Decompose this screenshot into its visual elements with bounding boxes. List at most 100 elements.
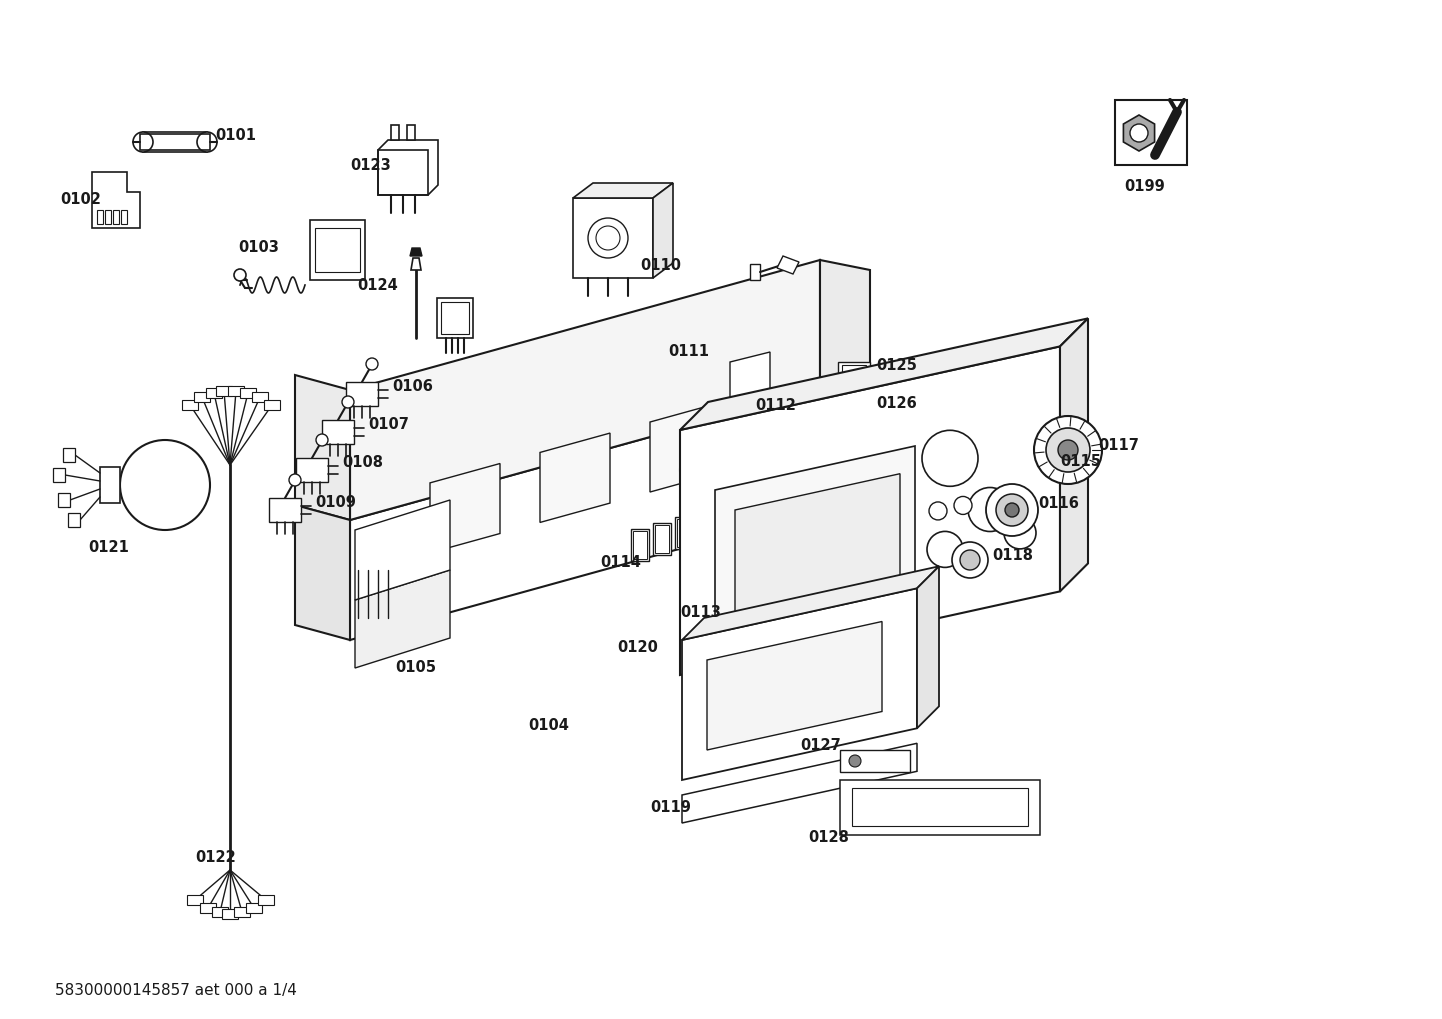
Circle shape [1131, 124, 1148, 142]
Circle shape [681, 430, 760, 510]
Polygon shape [296, 505, 350, 640]
Text: 0124: 0124 [358, 278, 398, 293]
Polygon shape [841, 750, 910, 772]
Text: 0101: 0101 [215, 128, 257, 143]
Polygon shape [99, 467, 120, 503]
Text: 0110: 0110 [640, 258, 681, 273]
Polygon shape [653, 523, 671, 554]
Text: 0106: 0106 [392, 379, 433, 394]
Polygon shape [539, 433, 610, 523]
Polygon shape [182, 400, 198, 410]
Polygon shape [58, 493, 71, 507]
Polygon shape [350, 390, 820, 640]
Circle shape [1005, 503, 1019, 517]
Text: 0111: 0111 [668, 344, 709, 359]
Polygon shape [264, 400, 280, 410]
Polygon shape [650, 403, 720, 492]
Polygon shape [92, 172, 140, 228]
Polygon shape [707, 622, 883, 750]
Text: 0121: 0121 [88, 540, 128, 555]
Circle shape [960, 550, 981, 570]
Text: 0112: 0112 [756, 398, 796, 413]
Polygon shape [206, 388, 222, 398]
Polygon shape [378, 140, 438, 195]
Polygon shape [777, 256, 799, 274]
Polygon shape [572, 198, 653, 278]
Circle shape [849, 755, 861, 767]
Circle shape [198, 132, 216, 152]
Polygon shape [68, 513, 79, 527]
Polygon shape [391, 125, 399, 140]
Polygon shape [252, 392, 268, 403]
Circle shape [986, 484, 1038, 536]
Polygon shape [730, 352, 770, 400]
Circle shape [1034, 416, 1102, 484]
Polygon shape [216, 386, 232, 396]
Text: 0114: 0114 [600, 555, 640, 570]
Ellipse shape [968, 487, 1012, 532]
Circle shape [952, 542, 988, 578]
Circle shape [996, 494, 1028, 526]
Ellipse shape [929, 502, 947, 520]
Polygon shape [234, 907, 249, 917]
Text: 0105: 0105 [395, 660, 435, 675]
Polygon shape [1115, 100, 1187, 165]
Ellipse shape [921, 430, 978, 486]
Polygon shape [195, 392, 211, 403]
Polygon shape [682, 567, 939, 640]
Text: 0122: 0122 [195, 850, 235, 865]
Polygon shape [187, 895, 203, 905]
Polygon shape [750, 264, 760, 280]
Text: 0107: 0107 [368, 417, 410, 432]
Polygon shape [841, 780, 1040, 835]
Text: 0104: 0104 [528, 718, 570, 733]
Text: 0103: 0103 [238, 240, 278, 255]
Text: 0108: 0108 [342, 455, 384, 470]
Polygon shape [917, 567, 939, 729]
Circle shape [316, 434, 327, 446]
Polygon shape [437, 298, 473, 338]
Polygon shape [247, 903, 262, 913]
Text: 0125: 0125 [875, 358, 917, 373]
Polygon shape [820, 260, 870, 390]
Text: 0113: 0113 [681, 605, 721, 620]
Polygon shape [355, 570, 450, 668]
Polygon shape [675, 517, 694, 548]
Polygon shape [735, 474, 900, 630]
Polygon shape [355, 500, 450, 600]
Polygon shape [350, 260, 820, 520]
Circle shape [1045, 428, 1090, 472]
Polygon shape [838, 400, 870, 420]
Text: 0123: 0123 [350, 158, 391, 173]
Polygon shape [410, 248, 423, 256]
Polygon shape [407, 125, 415, 140]
Polygon shape [1123, 115, 1155, 151]
Circle shape [133, 132, 153, 152]
Text: 0119: 0119 [650, 800, 691, 815]
Polygon shape [653, 183, 673, 278]
Ellipse shape [955, 496, 972, 515]
Polygon shape [239, 388, 257, 398]
Circle shape [709, 460, 730, 480]
Polygon shape [681, 346, 1060, 675]
Text: 0109: 0109 [314, 495, 356, 510]
Polygon shape [820, 390, 870, 510]
Polygon shape [63, 448, 75, 462]
Polygon shape [200, 903, 216, 913]
Polygon shape [258, 895, 274, 905]
Polygon shape [212, 907, 228, 917]
Text: 0115: 0115 [1060, 454, 1102, 469]
Polygon shape [222, 909, 238, 919]
Polygon shape [715, 446, 916, 645]
Circle shape [288, 474, 301, 486]
Polygon shape [53, 468, 65, 482]
Polygon shape [1060, 318, 1089, 591]
Polygon shape [682, 743, 917, 823]
Text: 0116: 0116 [1038, 496, 1079, 511]
Polygon shape [310, 220, 365, 280]
Text: 0128: 0128 [808, 830, 849, 845]
Text: 0118: 0118 [992, 548, 1032, 564]
Polygon shape [696, 511, 715, 542]
Polygon shape [681, 318, 1089, 430]
Circle shape [234, 269, 247, 281]
